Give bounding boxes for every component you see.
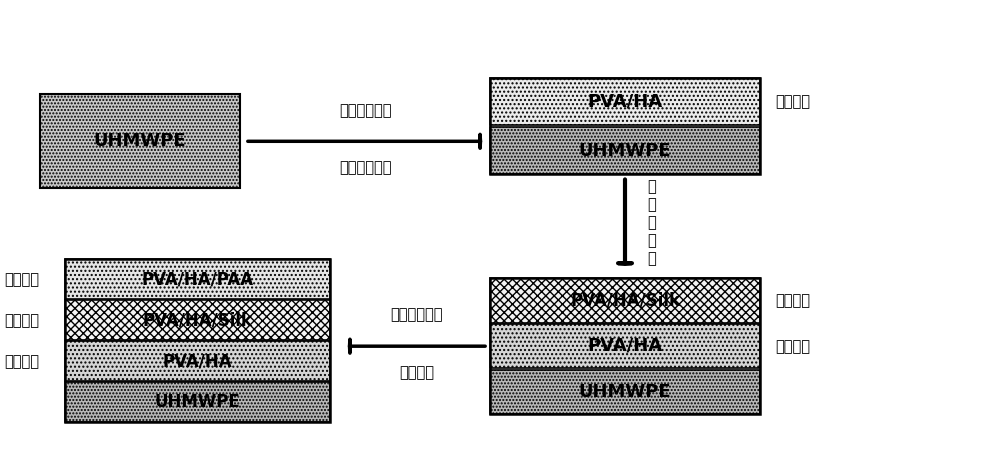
Bar — [490, 278, 760, 414]
Text: 定向凝固技术: 定向凝固技术 — [390, 308, 443, 323]
Text: UHMWPE: UHMWPE — [155, 392, 240, 411]
Text: UHMWPE: UHMWPE — [94, 132, 186, 150]
Bar — [65, 259, 330, 299]
Text: PVA/HA/Silk: PVA/HA/Silk — [570, 291, 680, 309]
Text: 互嵌孔隙: 互嵌孔隙 — [775, 293, 810, 308]
Bar — [490, 78, 760, 125]
Text: 垂直孔隙: 垂直孔隙 — [775, 94, 810, 109]
Bar — [490, 278, 760, 323]
Text: 向: 向 — [647, 215, 656, 230]
Text: PVA/HA: PVA/HA — [587, 337, 663, 355]
Bar — [65, 341, 330, 381]
Bar — [40, 94, 240, 188]
Bar — [490, 127, 760, 174]
Text: UHMWPE: UHMWPE — [579, 383, 671, 401]
Text: 化学接枝技术: 化学接枝技术 — [339, 103, 391, 118]
Text: 平行孔隙: 平行孔隙 — [4, 272, 39, 287]
Text: PVA/HA: PVA/HA — [163, 352, 232, 370]
Text: 互嵌孔隙: 互嵌孔隙 — [4, 313, 39, 328]
Text: PVA/HA: PVA/HA — [587, 92, 663, 110]
Bar — [65, 259, 330, 422]
Text: 非: 非 — [647, 179, 656, 194]
Text: PVA/HA/PAA: PVA/HA/PAA — [141, 270, 254, 288]
Bar — [65, 300, 330, 340]
Text: 定向凝固技术: 定向凝固技术 — [339, 160, 391, 175]
Bar — [490, 370, 760, 414]
Bar — [490, 78, 760, 174]
Text: PVA/HA/Silk: PVA/HA/Silk — [143, 311, 252, 329]
Text: 定: 定 — [647, 197, 656, 212]
Text: UHMWPE: UHMWPE — [579, 142, 671, 160]
Text: 垂直孔隙: 垂直孔隙 — [4, 354, 39, 369]
Text: 退火技术: 退火技术 — [399, 365, 434, 380]
Text: 凝: 凝 — [647, 233, 656, 248]
Bar — [490, 324, 760, 368]
Bar — [65, 382, 330, 422]
Text: 垂直孔隙: 垂直孔隙 — [775, 339, 810, 354]
Text: 固: 固 — [647, 251, 656, 266]
